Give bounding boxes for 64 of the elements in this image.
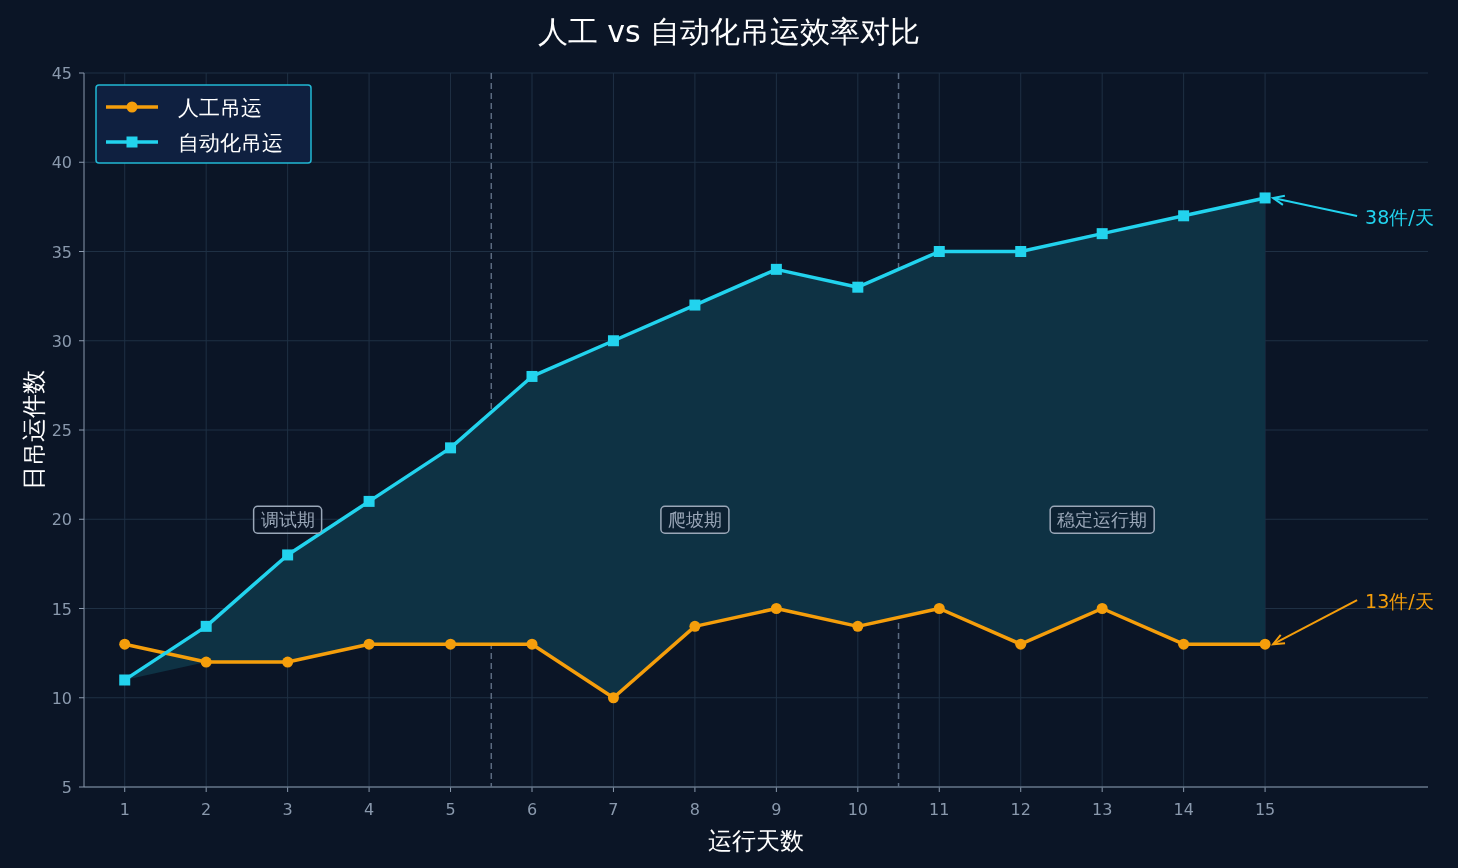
- point: [607, 692, 619, 704]
- point: [1096, 603, 1108, 614]
- y-tick-label: 30: [51, 331, 72, 351]
- point: [363, 638, 375, 650]
- x-tick-label: 9: [771, 800, 782, 819]
- point: [282, 656, 294, 668]
- x-tick-label: 10: [847, 800, 868, 819]
- x-tick-label: 6: [526, 800, 538, 819]
- point: [526, 370, 538, 382]
- x-tick-label: 12: [1010, 800, 1031, 819]
- x-tick-label: 14: [1173, 800, 1194, 819]
- x-tick-label: 8: [689, 800, 700, 819]
- point: [1259, 192, 1271, 204]
- point: [689, 299, 701, 311]
- x-tick-label: 1: [119, 800, 130, 819]
- point: [689, 620, 701, 632]
- annotation: 13件/天: [1365, 590, 1434, 613]
- point: [526, 638, 538, 650]
- y-tick-label: 35: [51, 242, 72, 262]
- point: [445, 638, 457, 650]
- x-tick-label: 15: [1254, 800, 1276, 819]
- point: [119, 638, 131, 650]
- point: [119, 674, 131, 686]
- y-tick-label: 20: [51, 510, 72, 530]
- legend-label: 人工吊运: [178, 96, 262, 120]
- legend-label: 自动化吊运: [178, 131, 283, 155]
- x-tick-label: 2: [201, 800, 212, 819]
- point: [607, 335, 619, 347]
- x-tick-label: 7: [608, 800, 619, 819]
- point: [200, 620, 212, 632]
- annotation: 调试期: [260, 509, 315, 531]
- y-tick-label: 10: [51, 688, 72, 708]
- point: [363, 495, 375, 507]
- annotation: 稳定运行期: [1057, 509, 1148, 531]
- point: [852, 281, 864, 293]
- x-axis-title: 运行天数: [708, 827, 804, 855]
- y-tick-label: 5: [61, 778, 72, 797]
- point: [1178, 638, 1190, 650]
- point: [852, 620, 864, 632]
- annotation: 38件/天: [1365, 205, 1434, 228]
- point: [282, 549, 294, 561]
- point: [770, 263, 782, 275]
- point: [1178, 210, 1190, 222]
- chart-title: 人工 vs 自动化吊运效率对比: [537, 14, 921, 49]
- y-tick-label: 40: [51, 153, 72, 173]
- y-tick-label: 25: [51, 421, 72, 440]
- point: [933, 246, 945, 257]
- x-tick-label: 5: [445, 800, 456, 819]
- x-tick-label: 3: [282, 800, 293, 819]
- point: [1015, 246, 1027, 257]
- point: [445, 442, 457, 454]
- x-tick-label: 11: [929, 800, 950, 819]
- point: [1259, 638, 1271, 650]
- y-axis-title: 日吊运件数: [20, 370, 48, 490]
- point: [933, 603, 945, 614]
- point: [1096, 228, 1108, 240]
- point: [770, 603, 782, 614]
- y-tick-label: 15: [51, 599, 72, 619]
- point: [1015, 638, 1027, 650]
- x-tick-label: 4: [364, 800, 375, 819]
- y-tick-label: 45: [51, 64, 72, 83]
- x-tick-label: 13: [1092, 800, 1113, 819]
- point: [200, 656, 212, 668]
- annotation: 爬坡期: [667, 509, 722, 531]
